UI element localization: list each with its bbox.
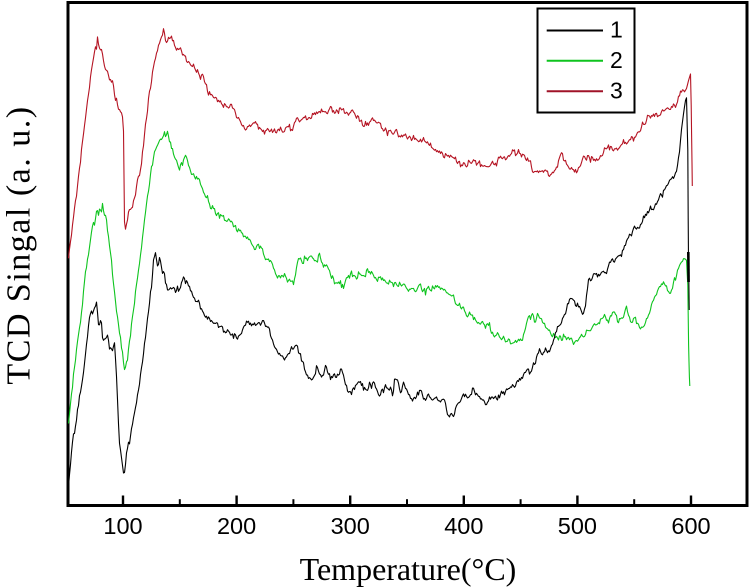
svg-text:3: 3 bbox=[610, 77, 623, 103]
svg-text:1: 1 bbox=[610, 17, 623, 43]
svg-text:2: 2 bbox=[610, 47, 623, 73]
svg-text:TCD Singal (a. u.): TCD Singal (a. u.) bbox=[1, 105, 38, 384]
svg-text:100: 100 bbox=[103, 513, 142, 539]
svg-text:400: 400 bbox=[444, 513, 483, 539]
svg-text:200: 200 bbox=[217, 513, 256, 539]
svg-text:600: 600 bbox=[671, 513, 710, 539]
svg-text:300: 300 bbox=[331, 513, 370, 539]
svg-text:Temperature(°C): Temperature(°C) bbox=[300, 551, 517, 587]
svg-text:500: 500 bbox=[558, 513, 597, 539]
